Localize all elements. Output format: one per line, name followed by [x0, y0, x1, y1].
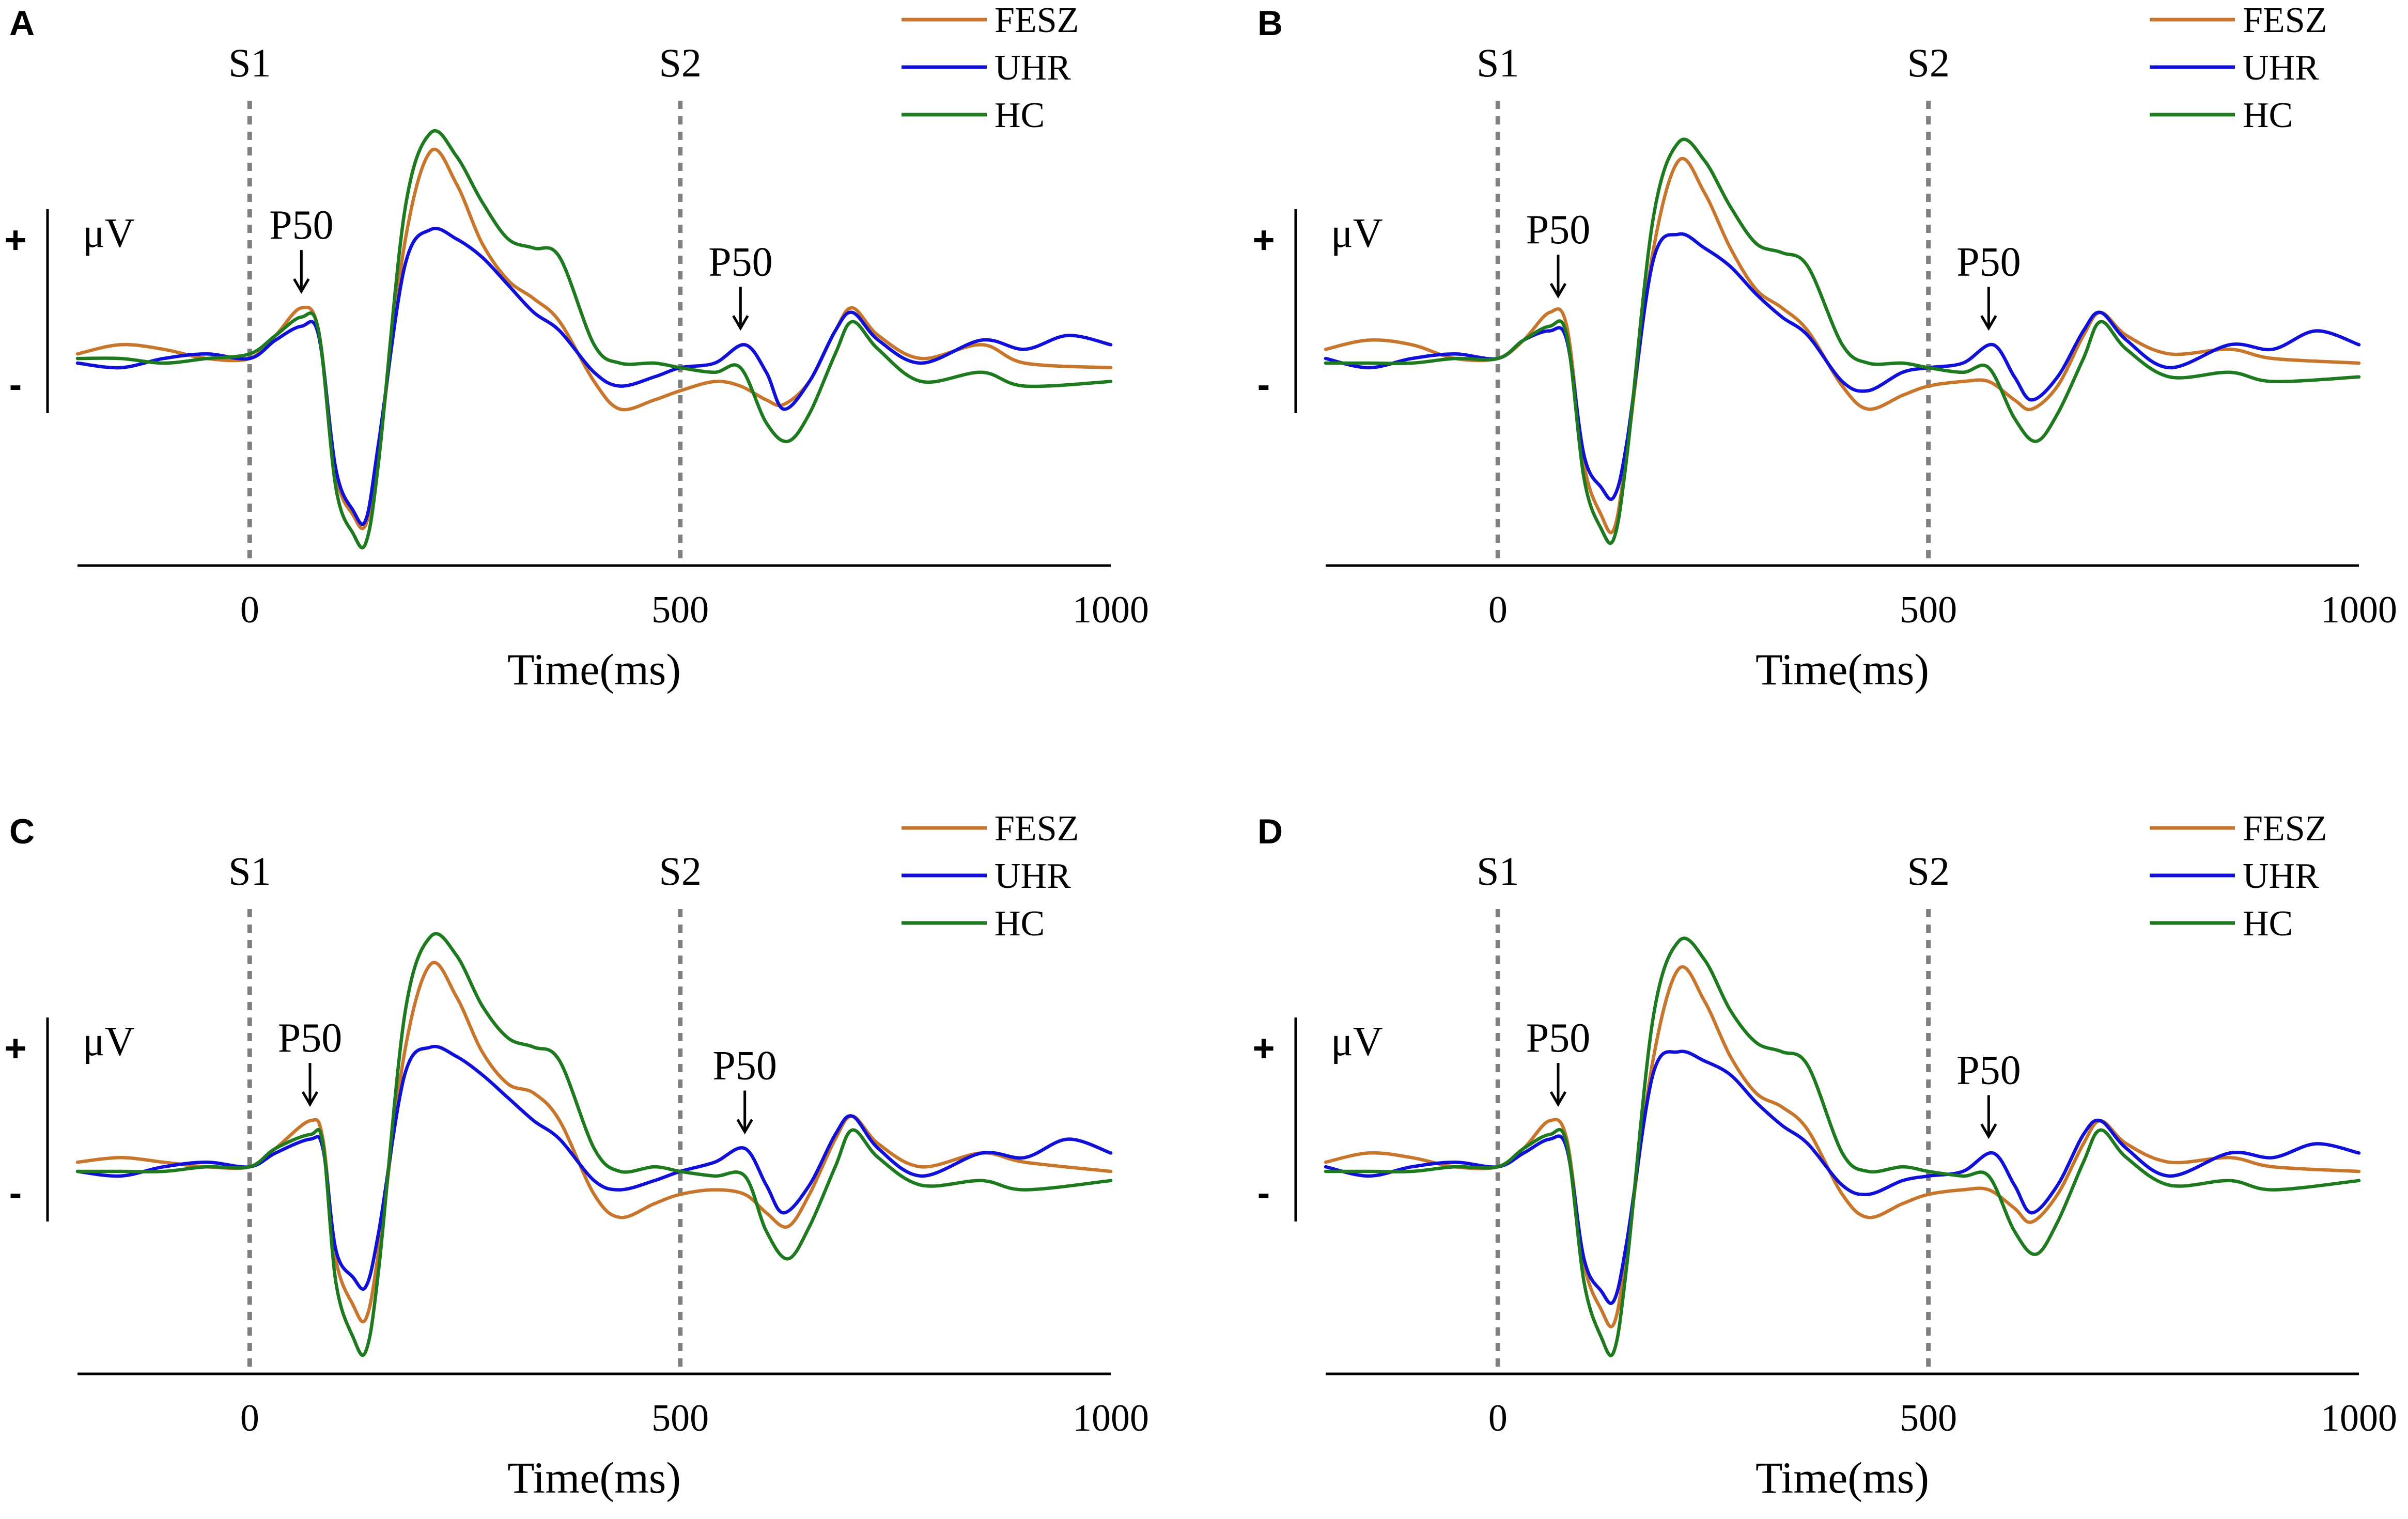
p50-arrow-head [732, 315, 749, 331]
trace-fesz [75, 961, 1113, 1324]
x-tick-label: 1000 [1073, 1397, 1149, 1439]
p50-arrow-head [301, 1091, 319, 1107]
trace-uhr [75, 227, 1113, 526]
trace-uhr [75, 1044, 1113, 1291]
x-tick-label: 0 [1488, 1397, 1508, 1439]
stimulus-label-s1: S1 [228, 40, 271, 85]
p50-label: P50 [269, 202, 334, 248]
p50-arrow-head [1549, 1091, 1567, 1107]
legend-label-hc: HC [995, 904, 1045, 944]
legend-label-uhr: UHR [995, 856, 1071, 896]
legend-label-fesz: FESZ [2243, 809, 2327, 849]
x-tick-label: 500 [651, 1397, 709, 1439]
p50-arrow-head [1549, 283, 1567, 299]
legend-label-hc: HC [2243, 96, 2293, 135]
x-tick-label: 0 [240, 589, 259, 631]
trace-fesz [1324, 965, 2361, 1328]
trace-hc [75, 932, 1113, 1357]
legend-label-uhr: UHR [995, 48, 1071, 88]
p50-arrow-head [736, 1119, 753, 1135]
legend-label-uhr: UHR [2243, 48, 2319, 88]
trace-uhr [1324, 232, 2361, 501]
p50-label: P50 [1526, 1015, 1591, 1061]
panel-b: B S1 S2 + - μV 0 500 1000 Time(ms) FESZ UHR HC P50 P50 [1252, 1, 2397, 694]
y-plus-sign: + [1252, 218, 1275, 261]
x-tick-label: 1000 [1073, 589, 1149, 631]
p50-arrow-head [1980, 315, 1997, 331]
x-tick-label: 0 [240, 1397, 259, 1439]
trace-uhr [1324, 1050, 2361, 1305]
trace-fesz [1324, 156, 2361, 535]
y-minus-sign: - [1257, 1171, 1270, 1214]
p50-label: P50 [1956, 239, 2021, 285]
x-tick-label: 1000 [2321, 589, 2397, 631]
p50-label: P50 [1526, 207, 1591, 253]
legend-label-fesz: FESZ [995, 809, 1079, 849]
panel-c: C S1 S2 + - μV 0 500 1000 Time(ms) FESZ UHR HC P50 P50 [4, 809, 1149, 1502]
legend-label-fesz: FESZ [2243, 1, 2327, 40]
trace-hc [1324, 936, 2361, 1357]
x-tick-label: 500 [651, 589, 709, 631]
x-tick-label: 500 [1900, 589, 1957, 631]
trace-hc [1324, 137, 2361, 545]
x-axis-title: Time(ms) [507, 645, 681, 694]
y-plus-sign: + [4, 1027, 26, 1070]
y-unit-label: μV [1331, 211, 1383, 256]
x-axis-title: Time(ms) [1755, 645, 1929, 694]
p50-label: P50 [278, 1015, 343, 1061]
y-minus-sign: - [9, 363, 22, 406]
x-axis-title: Time(ms) [1755, 1453, 1929, 1502]
p50-label: P50 [712, 1043, 777, 1088]
p50-arrow-head [1980, 1123, 1997, 1139]
stimulus-label-s2: S2 [659, 849, 701, 894]
x-axis-title: Time(ms) [507, 1453, 681, 1502]
y-plus-sign: + [4, 218, 26, 261]
y-plus-sign: + [1252, 1027, 1275, 1070]
panel-letter: B [1257, 4, 1283, 43]
x-tick-label: 1000 [2321, 1397, 2397, 1439]
trace-hc [75, 129, 1113, 550]
trace-fesz [75, 147, 1113, 530]
stimulus-label-s2: S2 [1907, 849, 1949, 894]
p50-arrow-head [293, 278, 310, 294]
stimulus-label-s2: S2 [1907, 40, 1949, 85]
panel-d: D S1 S2 + - μV 0 500 1000 Time(ms) FESZ UHR HC P50 P50 [1252, 809, 2397, 1502]
panel-letter: C [9, 812, 35, 851]
stimulus-label-s1: S1 [1477, 849, 1519, 894]
x-tick-label: 500 [1900, 1397, 1957, 1439]
y-minus-sign: - [1257, 363, 1270, 406]
stimulus-label-s1: S1 [228, 849, 271, 894]
panel-a: A S1 S2 + - μV 0 500 1000 Time(ms) FESZ UHR HC P50 P50 [4, 1, 1149, 694]
panel-letter: A [9, 4, 35, 43]
y-unit-label: μV [83, 1019, 135, 1064]
legend-label-hc: HC [2243, 904, 2293, 944]
p50-label: P50 [1956, 1047, 2021, 1093]
stimulus-label-s2: S2 [659, 40, 701, 85]
y-minus-sign: - [9, 1171, 22, 1214]
panel-letter: D [1257, 812, 1283, 851]
stimulus-label-s1: S1 [1477, 40, 1519, 85]
y-unit-label: μV [1331, 1019, 1383, 1064]
p50-label: P50 [708, 239, 773, 285]
legend-label-hc: HC [995, 96, 1045, 135]
y-unit-label: μV [83, 211, 135, 256]
legend-label-uhr: UHR [2243, 856, 2319, 896]
x-tick-label: 0 [1488, 589, 1508, 631]
legend-label-fesz: FESZ [995, 1, 1079, 40]
